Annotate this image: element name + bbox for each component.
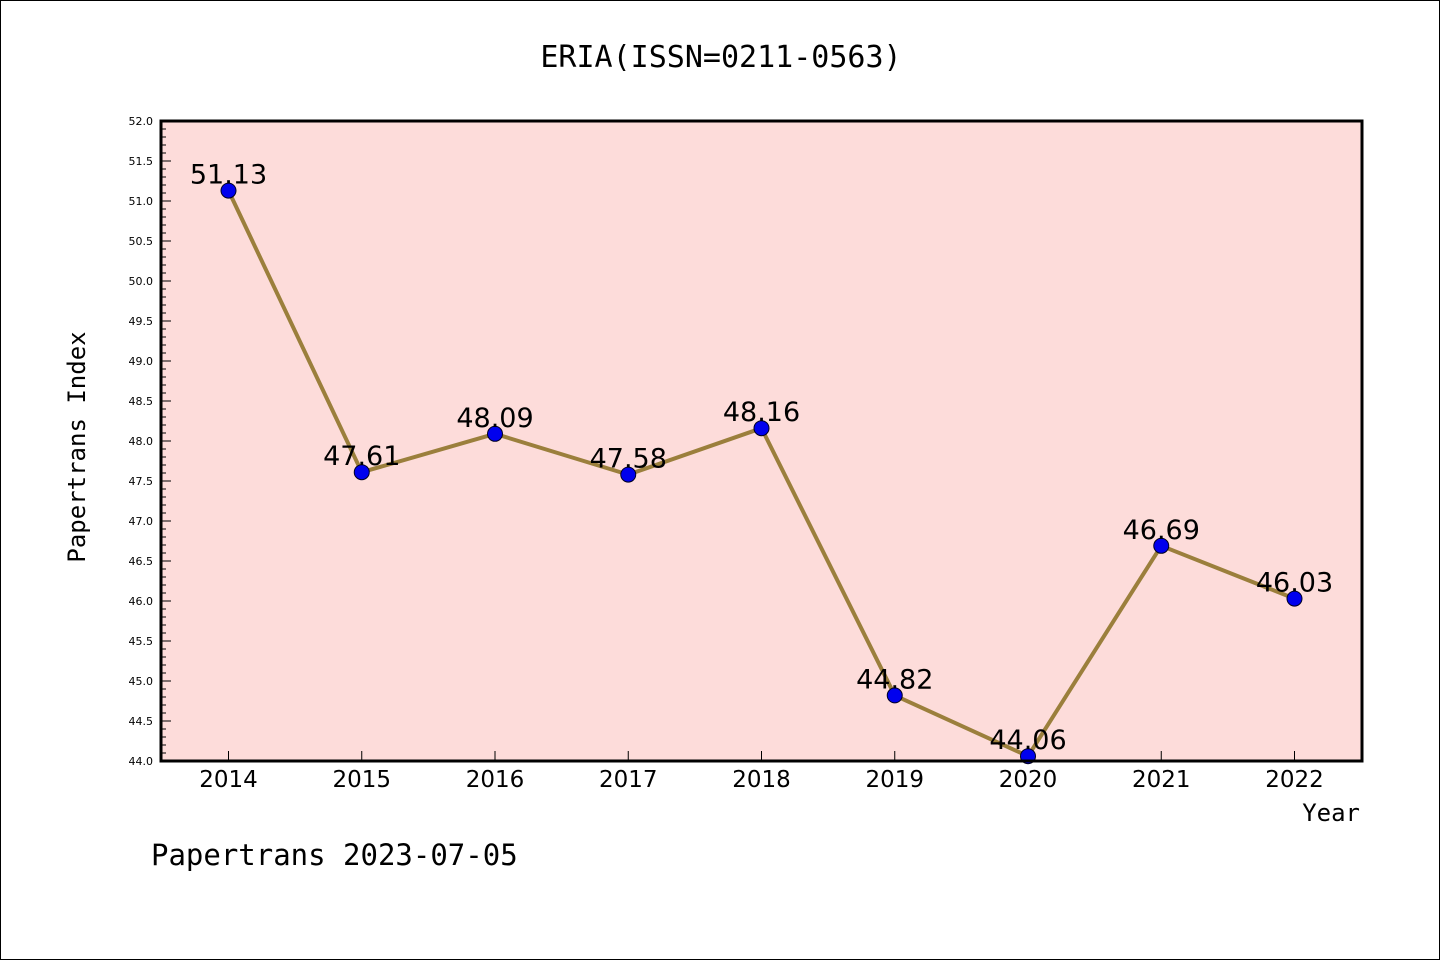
x-tick-label: 2022 bbox=[1265, 767, 1324, 793]
data-label: 44.82 bbox=[856, 664, 933, 695]
data-labels: 51.13 47.61 48.09 47.58 48.16 44.82 44.06 46.69… bbox=[190, 160, 1333, 757]
y-tick-label: 51.0 bbox=[129, 195, 154, 208]
y-axis-label: Papertrans Index bbox=[63, 331, 91, 562]
y-axis-ticks: 44.0 44.5 45.0 45.5 46.0 46.5 47.0 47.5 48.0 48.5… bbox=[129, 115, 171, 768]
data-point-marker bbox=[353, 464, 370, 481]
x-tick-label: 2016 bbox=[466, 767, 525, 793]
data-point-marker bbox=[487, 425, 503, 442]
y-tick-label: 47.5 bbox=[129, 475, 154, 488]
y-tick-label: 50.5 bbox=[129, 235, 154, 248]
data-label: 46.69 bbox=[1123, 515, 1200, 546]
y-tick-label: 49.0 bbox=[129, 355, 154, 368]
data-label: 46.03 bbox=[1256, 568, 1333, 599]
y-tick-label: 50.0 bbox=[129, 275, 154, 288]
x-tick-label: 2018 bbox=[732, 767, 791, 793]
x-tick-label: 2015 bbox=[332, 767, 391, 793]
x-axis-ticks: 2014 2015 2016 2017 2018 2019 2020 2021 2022 bbox=[199, 751, 1324, 793]
y-tick-label: 49.5 bbox=[129, 315, 154, 328]
data-point-marker bbox=[620, 466, 637, 483]
chart-title: ERIA(ISSN=0211-0563) bbox=[540, 40, 901, 75]
data-label: 48.16 bbox=[723, 397, 800, 428]
y-tick-label: 48.0 bbox=[129, 435, 154, 448]
data-point-marker bbox=[220, 182, 237, 199]
plot-border bbox=[159, 119, 1364, 763]
y-tick-label: 45.0 bbox=[129, 675, 154, 688]
x-tick-label: 2021 bbox=[1132, 767, 1191, 793]
data-point-marker bbox=[886, 687, 903, 704]
series-group bbox=[220, 182, 1303, 765]
x-tick-label: 2020 bbox=[999, 767, 1058, 793]
x-tick-label: 2017 bbox=[599, 767, 658, 793]
y-tick-label: 48.5 bbox=[129, 395, 154, 408]
y-tick-label: 44.5 bbox=[129, 715, 154, 728]
y-tick-label: 51.5 bbox=[129, 155, 154, 168]
y-tick-label: 52.0 bbox=[129, 115, 154, 128]
plot-area bbox=[161, 121, 1362, 761]
x-axis-label: Year bbox=[1302, 799, 1360, 827]
footer-text: Papertrans 2023-07-05 bbox=[151, 838, 518, 872]
y-tick-label: 44.0 bbox=[129, 755, 154, 768]
data-label: 47.61 bbox=[323, 441, 400, 472]
data-label: 47.58 bbox=[590, 444, 667, 475]
data-label: 51.13 bbox=[190, 160, 267, 191]
data-point-marker bbox=[1286, 590, 1303, 607]
y-tick-label: 46.5 bbox=[129, 555, 154, 568]
y-tick-label: 47.0 bbox=[129, 515, 154, 528]
data-label: 48.09 bbox=[456, 403, 533, 434]
x-tick-label: 2019 bbox=[865, 767, 924, 793]
data-point-marker bbox=[753, 420, 770, 437]
data-label: 44.06 bbox=[989, 725, 1066, 756]
y-tick-label: 46.0 bbox=[129, 595, 154, 608]
data-point-marker bbox=[1153, 537, 1170, 554]
y-tick-label: 45.5 bbox=[129, 635, 154, 648]
x-tick-label: 2014 bbox=[199, 767, 258, 793]
